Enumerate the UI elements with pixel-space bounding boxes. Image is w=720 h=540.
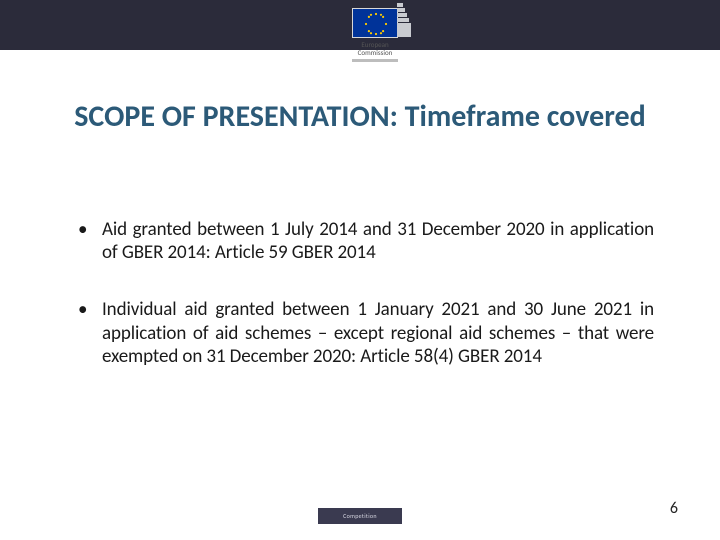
logo-underline: [352, 59, 398, 62]
bullet-item: Aid granted between 1 July 2014 and 31 D…: [74, 218, 654, 264]
eu-flag-icon: [352, 8, 398, 38]
bullet-item: Individual aid granted between 1 January…: [74, 298, 654, 368]
bullet-list: Aid granted between 1 July 2014 and 31 D…: [74, 218, 654, 402]
ec-org-line2: Commission: [340, 49, 410, 57]
footer-department-label: Competition: [343, 512, 377, 520]
footer-department-tag: Competition: [318, 508, 402, 524]
ec-org-name: European Commission: [340, 41, 410, 56]
page-number: 6: [670, 499, 678, 518]
berlaymont-icon: [397, 3, 411, 39]
ec-logo-block: European Commission: [340, 8, 410, 62]
slide-title: SCOPE OF PRESENTATION: Timeframe covered: [70, 100, 650, 135]
slide: European Commission SCOPE OF PRESENTATIO…: [0, 0, 720, 540]
